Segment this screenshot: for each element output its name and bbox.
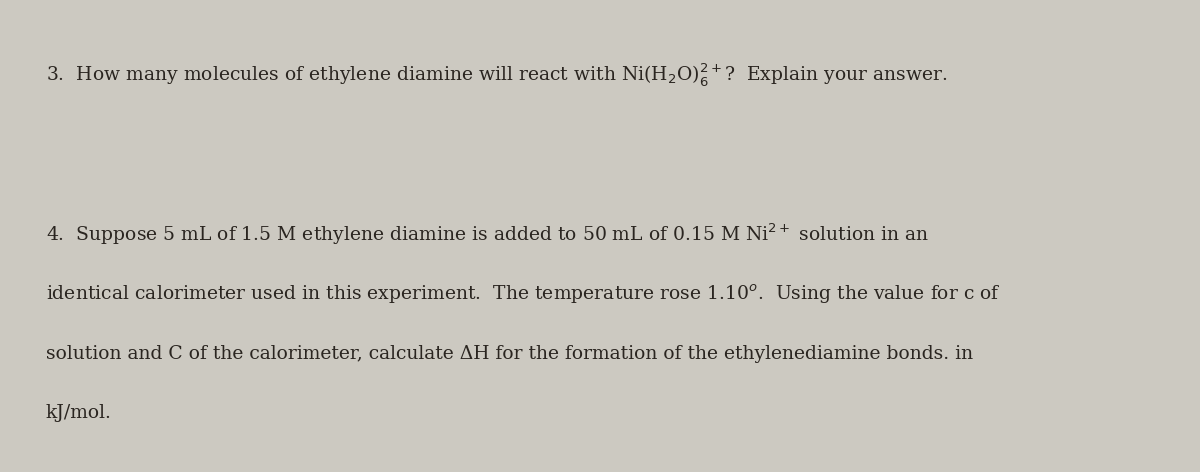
Text: 4.  Suppose 5 mL of 1.5 M ethylene diamine is added to 50 mL of 0.15 M Ni$^{2+}$: 4. Suppose 5 mL of 1.5 M ethylene diamin… xyxy=(46,221,929,247)
Text: kJ/mol.: kJ/mol. xyxy=(46,404,112,421)
Text: solution and C of the calorimeter, calculate ΔH for the formation of the ethylen: solution and C of the calorimeter, calcu… xyxy=(46,345,973,362)
Text: identical calorimeter used in this experiment.  The temperature rose 1.10$^{o}$.: identical calorimeter used in this exper… xyxy=(46,282,1001,306)
Text: 3.  How many molecules of ethylene diamine will react with Ni(H$_{2}$O)$_{6}^{2+: 3. How many molecules of ethylene diamin… xyxy=(46,61,947,88)
